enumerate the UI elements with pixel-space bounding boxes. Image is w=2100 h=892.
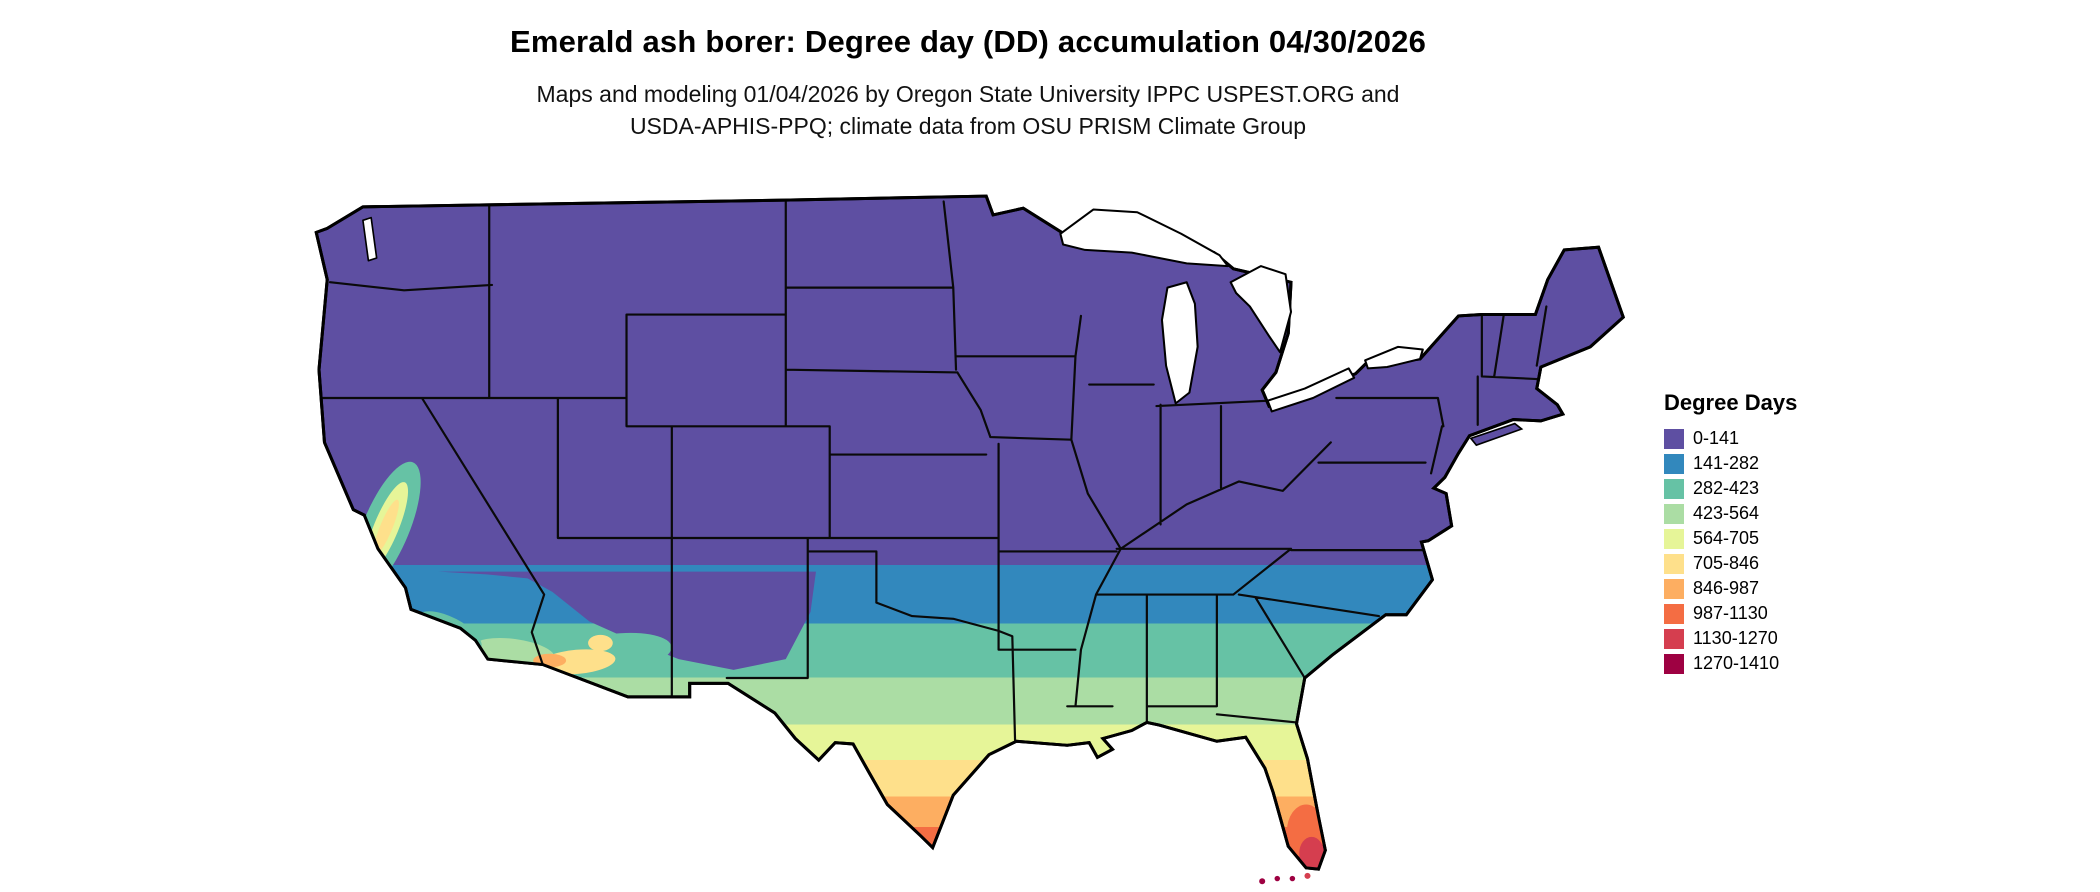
map-svg bbox=[314, 194, 1625, 885]
legend-label: 705-846 bbox=[1693, 553, 1760, 573]
legend-item: 423-564 bbox=[1664, 501, 1914, 526]
legend-swatch bbox=[1664, 453, 1684, 474]
florida-keys bbox=[1259, 872, 1311, 885]
legend-swatch bbox=[1664, 603, 1684, 624]
legend-label: 282-423 bbox=[1693, 478, 1760, 498]
legend-swatch bbox=[1664, 578, 1684, 599]
legend-item: 141-282 bbox=[1664, 451, 1914, 476]
legend-title: Degree Days bbox=[1664, 390, 1798, 415]
legend-swatch bbox=[1664, 478, 1684, 499]
legend-item: 1270-1410 bbox=[1664, 651, 1914, 676]
legend-item: 0-141 bbox=[1664, 426, 1914, 451]
lake-superior bbox=[1059, 208, 1229, 268]
legend-label: 423-564 bbox=[1693, 503, 1760, 523]
legend-item: 1130-1270 bbox=[1664, 626, 1914, 651]
legend-label: 846-987 bbox=[1693, 578, 1760, 598]
legend-items: 0-141 141-282 282-423 423-564 564-705 70… bbox=[1664, 426, 1914, 676]
legend-label: 0-141 bbox=[1693, 428, 1740, 448]
legend-item: 282-423 bbox=[1664, 476, 1914, 501]
phoenix-yellow-zone bbox=[588, 634, 613, 652]
legend-item: 705-846 bbox=[1664, 551, 1914, 576]
legend-item: 846-987 bbox=[1664, 576, 1914, 601]
subtitle-line-2: USDA-APHIS-PPQ; climate data from OSU PR… bbox=[629, 113, 1307, 139]
legend-swatch bbox=[1664, 628, 1684, 649]
legend: Degree Days 0-141 141-282 282-423 423-56… bbox=[1664, 390, 1914, 676]
legend-label: 1130-1270 bbox=[1693, 628, 1778, 648]
florida-tip-red-zone bbox=[1299, 836, 1324, 870]
us-degree-day-map bbox=[308, 188, 1626, 888]
legend-item: 987-1130 bbox=[1664, 601, 1914, 626]
lake-erie bbox=[1266, 367, 1356, 413]
lake-ontario bbox=[1364, 345, 1424, 370]
rockies-cold-zone bbox=[438, 571, 816, 670]
header: Emerald ash borer: Degree day (DD) accum… bbox=[0, 0, 1936, 142]
key-dot bbox=[1304, 872, 1311, 879]
long-island bbox=[1469, 422, 1524, 447]
page-title: Emerald ash borer: Degree day (DD) accum… bbox=[509, 24, 1427, 59]
us-landmass bbox=[314, 194, 1625, 871]
legend-swatch bbox=[1664, 528, 1684, 549]
key-dot bbox=[1259, 878, 1266, 885]
legend-label: 987-1130 bbox=[1693, 603, 1768, 623]
key-dot bbox=[1289, 875, 1296, 882]
state-borders bbox=[317, 200, 1548, 742]
legend-swatch bbox=[1664, 653, 1684, 674]
central-valley-yellow bbox=[373, 499, 399, 555]
legend-swatch bbox=[1664, 428, 1684, 449]
legend-item: 564-705 bbox=[1664, 526, 1914, 551]
key-dot bbox=[1274, 875, 1281, 882]
subtitle-line-1: Maps and modeling 01/04/2026 by Oregon S… bbox=[536, 81, 1400, 107]
legend-label: 1270-1410 bbox=[1693, 653, 1780, 673]
legend-swatch bbox=[1664, 553, 1684, 574]
great-lakes bbox=[362, 208, 1424, 413]
lake-huron bbox=[1229, 265, 1293, 354]
legend-label: 141-282 bbox=[1693, 453, 1760, 473]
legend-swatch bbox=[1664, 503, 1684, 524]
lake-michigan bbox=[1160, 281, 1199, 405]
page-subtitle: Maps and modeling 01/04/2026 by Oregon S… bbox=[0, 78, 1936, 142]
legend-label: 564-705 bbox=[1693, 528, 1760, 548]
puget-sound bbox=[362, 216, 378, 262]
